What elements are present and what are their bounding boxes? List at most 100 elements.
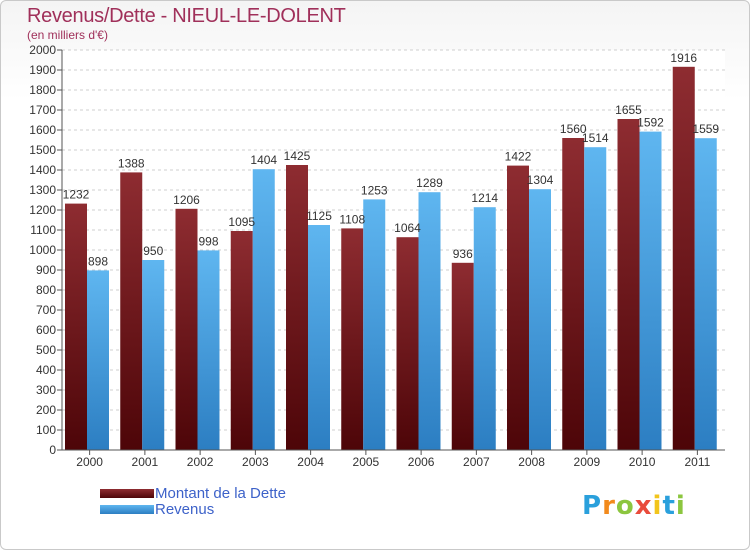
proxiti-logo: Proxiti: [582, 491, 686, 521]
bar-dette: [617, 119, 640, 450]
y-tick-label: 1100: [30, 223, 56, 237]
logo-letter: i: [652, 491, 663, 521]
bar-dette: [562, 138, 585, 450]
logo-letter: t: [662, 491, 676, 521]
logo-letter: x: [634, 491, 653, 521]
data-label: 1388: [118, 156, 145, 170]
bar-dette: [175, 208, 198, 450]
y-tick-label: 400: [36, 363, 56, 377]
data-label: 1108: [339, 212, 365, 226]
data-label: 1253: [361, 183, 388, 197]
bar-dette: [507, 165, 529, 450]
data-label: 1916: [670, 51, 697, 65]
legend-label-revenus: Revenus: [155, 501, 215, 518]
logo-letter: r: [602, 491, 616, 521]
bar-dette: [451, 262, 474, 450]
y-tick-label: 100: [36, 423, 56, 437]
y-tick-label: 300: [36, 383, 56, 397]
x-tick-label: 2001: [132, 455, 159, 469]
bar-revenus: [87, 270, 109, 450]
y-tick-label: 1800: [29, 83, 56, 97]
data-label: 1206: [173, 193, 200, 207]
bar-dette: [286, 165, 308, 450]
data-label: 936: [453, 247, 473, 261]
y-tick-label: 200: [36, 403, 56, 417]
data-label: 1592: [637, 116, 664, 130]
data-label: 1095: [228, 215, 255, 229]
y-tick-label: 700: [36, 303, 56, 317]
legend-swatch-dette: [100, 489, 154, 498]
logo-letter: i: [675, 491, 686, 521]
y-tick-label: 500: [36, 343, 56, 357]
bar-revenus: [584, 147, 607, 450]
grid-lines: [62, 49, 725, 451]
bar-revenus: [529, 189, 551, 450]
data-label: 1422: [505, 150, 532, 164]
data-label: 1289: [416, 176, 443, 190]
bar-dette: [65, 203, 87, 450]
x-tick-label: 2005: [353, 455, 380, 469]
data-label: 1655: [615, 103, 642, 117]
bar-dette: [341, 228, 364, 450]
x-tick-label: 2000: [76, 455, 103, 469]
y-tick-label: 800: [36, 283, 56, 297]
data-label: 898: [88, 254, 108, 268]
x-tick-label: 2011: [684, 455, 710, 469]
y-tick-label: 1500: [29, 143, 56, 157]
bar-revenus: [363, 199, 386, 450]
bar-revenus: [308, 225, 330, 450]
bar-dette: [672, 66, 695, 451]
data-label: 1214: [471, 191, 498, 205]
data-label: 950: [143, 244, 163, 258]
x-tick-label: 2003: [242, 455, 269, 469]
data-label: 1064: [394, 221, 421, 235]
y-tick-label: 1600: [29, 123, 56, 137]
bar-revenus: [418, 192, 441, 450]
chart-title: Revenus/Dette - NIEUL-LE-DOLENT: [27, 5, 346, 27]
data-label: 1560: [560, 122, 587, 136]
x-tick-label: 2008: [518, 455, 545, 469]
legend-swatch-revenus: [100, 505, 154, 514]
data-label: 1514: [582, 131, 609, 145]
chart-subtitle: (en milliers d'€): [27, 28, 108, 42]
y-tick-label: 1300: [29, 183, 56, 197]
y-tick-label: 1400: [29, 163, 56, 177]
legend-label-dette: Montant de la Dette: [155, 485, 286, 502]
logo-letter: P: [582, 491, 603, 521]
data-label: 1304: [527, 173, 554, 187]
bar-dette: [396, 237, 419, 450]
bar-revenus: [197, 250, 220, 450]
x-tick-label: 2010: [629, 455, 656, 469]
bar-dette: [120, 172, 143, 450]
y-tick-label: 1700: [29, 103, 56, 117]
x-tick-label: 2007: [463, 455, 490, 469]
bar-dette: [230, 231, 253, 450]
logo-letter: o: [615, 491, 635, 521]
labels: 0 100 200 300 400 500 600 700 800 900 1000 1100 1200…: [29, 43, 719, 469]
y-tick-label: 900: [36, 263, 56, 277]
y-tick-label: 2000: [29, 43, 56, 57]
data-label: 1125: [306, 209, 332, 223]
x-tick-label: 2009: [574, 455, 601, 469]
y-tick-label: 1000: [29, 243, 56, 257]
bar-revenus: [473, 207, 496, 450]
x-tick-label: 2004: [297, 455, 324, 469]
data-label: 1232: [63, 188, 90, 202]
y-tick-label: 1900: [29, 63, 56, 77]
y-tick-label: 0: [49, 443, 56, 457]
bar-revenus: [142, 260, 165, 450]
data-label: 1404: [250, 153, 277, 167]
x-tick-label: 2002: [187, 455, 214, 469]
y-tick-label: 1200: [29, 203, 56, 217]
axes: [57, 49, 725, 455]
bar-revenus: [694, 138, 717, 450]
data-label: 1559: [692, 122, 719, 136]
x-tick-label: 2006: [408, 455, 435, 469]
data-label: 998: [198, 234, 218, 248]
data-label: 1425: [284, 149, 311, 163]
bar-revenus: [252, 169, 275, 450]
bars: [65, 66, 717, 451]
y-tick-label: 600: [36, 323, 56, 337]
bar-revenus: [639, 131, 662, 450]
